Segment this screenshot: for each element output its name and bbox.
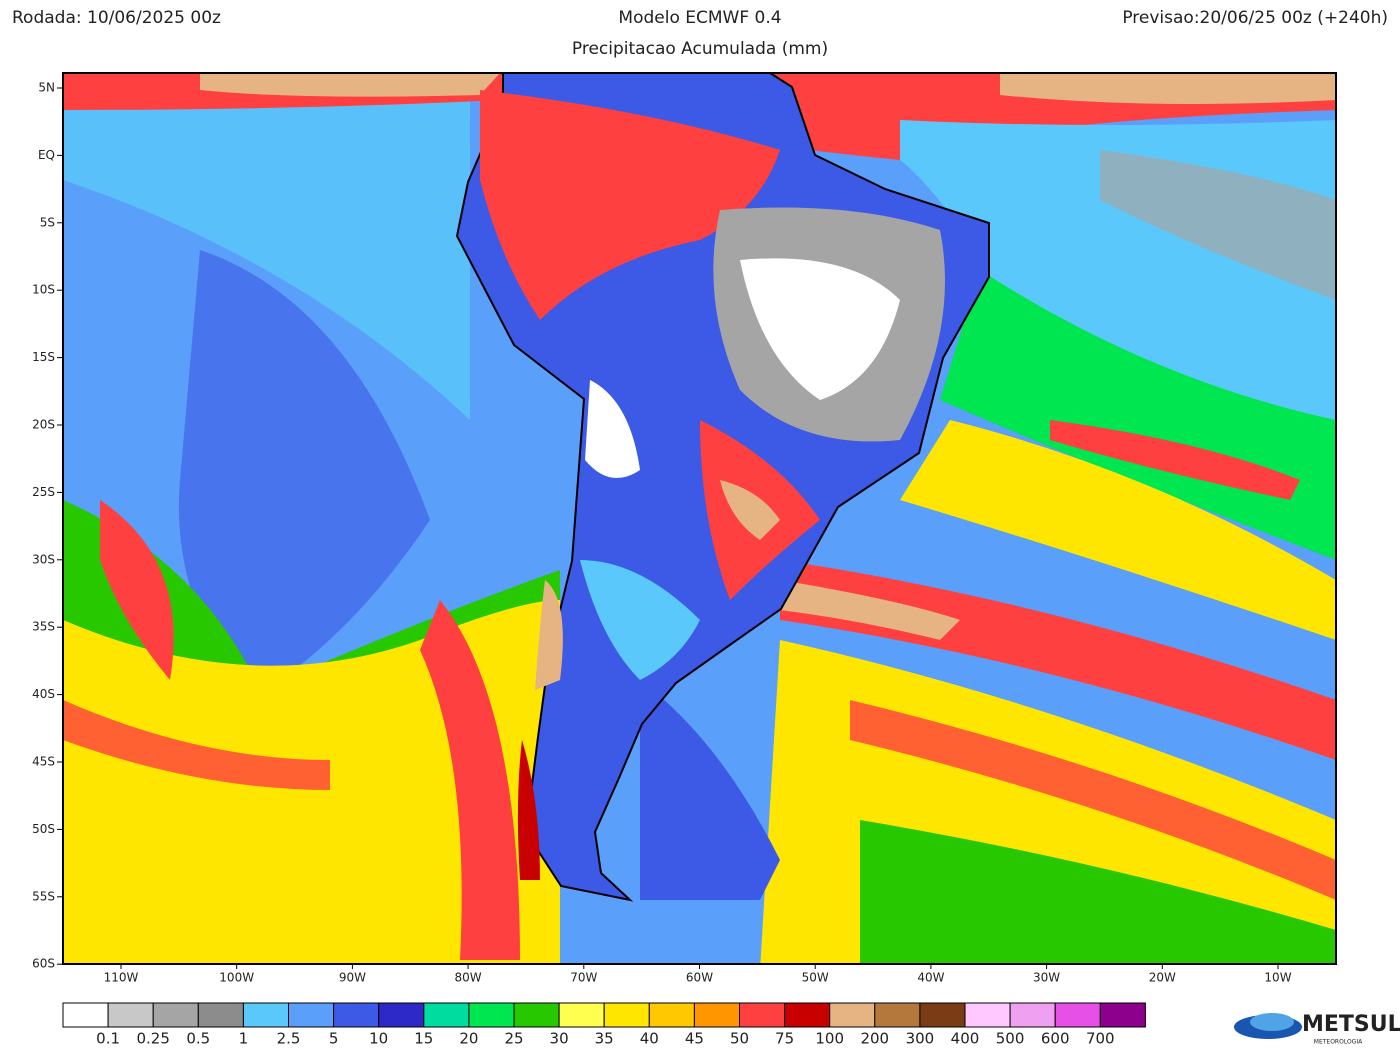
lat-label: 40S (32, 687, 55, 701)
colorbar-label: 300 (906, 1030, 935, 1048)
lat-label: 5N (38, 81, 55, 95)
lat-label: 35S (32, 620, 55, 634)
colorbar-box (468, 1002, 515, 1028)
colorbar-box (197, 1002, 244, 1028)
colorbar-box (558, 1002, 605, 1028)
colorbar-box (1054, 1002, 1101, 1028)
lon-label: 70W (570, 971, 597, 985)
colorbar-label: 40 (640, 1030, 659, 1048)
lat-label: 20S (32, 418, 55, 432)
lat-label: 50S (32, 822, 55, 836)
colorbar-box (242, 1002, 289, 1028)
colorbar-box (829, 1002, 876, 1028)
colorbar-label: 0.1 (96, 1030, 120, 1048)
colorbar-box (919, 1002, 966, 1028)
colorbar-label: 0.25 (136, 1030, 169, 1048)
model-name: Modelo ECMWF 0.4 (618, 8, 781, 28)
lon-label: 110W (104, 971, 139, 985)
map-field (63, 73, 1336, 964)
colorbar-box (964, 1002, 1011, 1028)
colorbar-box (513, 1002, 560, 1028)
lon-label: 80W (455, 971, 482, 985)
colorbar-label: 30 (550, 1030, 569, 1048)
colorbar-box (423, 1002, 470, 1028)
colorbar-label: 400 (951, 1030, 980, 1048)
lon-label: 100W (219, 971, 254, 985)
subtitle: Precipitacao Acumulada (mm) (572, 39, 828, 59)
colorbar-box (693, 1002, 741, 1028)
lat-label: 60S (32, 957, 55, 971)
colorbar-box (784, 1002, 831, 1028)
run-time: Rodada: 10/06/2025 00z (12, 8, 221, 28)
lat-label: 45S (32, 755, 55, 769)
colorbar-box (152, 1002, 199, 1028)
colorbar-box (739, 1002, 786, 1028)
colorbar-label: 45 (685, 1030, 704, 1048)
colorbar-label: 20 (459, 1030, 478, 1048)
lon-label: 30W (1033, 971, 1060, 985)
colorbar-box (333, 1002, 380, 1028)
logo-name: METSUL (1302, 1012, 1400, 1037)
lon-label: 10W (1264, 971, 1291, 985)
lat-label: 30S (32, 552, 55, 566)
colorbar-label: 600 (1041, 1030, 1070, 1048)
colorbar-box (1009, 1002, 1056, 1028)
lon-label: 20W (1149, 971, 1176, 985)
colorbar-box (603, 1002, 650, 1028)
colorbar-label: 100 (815, 1030, 844, 1048)
colorbar-box (107, 1002, 154, 1028)
colorbar-box (1099, 1002, 1146, 1028)
colorbar-label: 50 (730, 1030, 749, 1048)
colorbar-box (378, 1002, 425, 1028)
colorbar-label: 25 (504, 1030, 523, 1048)
colorbar-box (62, 1002, 109, 1028)
colorbar-label: 200 (860, 1030, 889, 1048)
colorbar-box (648, 1002, 695, 1028)
forecast-time: Previsao:20/06/25 00z (+240h) (1122, 8, 1388, 28)
colorbar-label: 0.5 (186, 1030, 210, 1048)
lon-label: 40W (917, 971, 944, 985)
colorbar-label: 2.5 (277, 1030, 301, 1048)
colorbar-box (874, 1002, 921, 1028)
logo: METSUL METEOROLOGIA (1234, 1012, 1400, 1046)
colorbar-label: 500 (996, 1030, 1025, 1048)
colorbar-label: 10 (369, 1030, 388, 1048)
lat-label: EQ (38, 148, 55, 162)
lat-label: 5S (40, 215, 55, 229)
lon-label: 50W (802, 971, 829, 985)
lat-label: 15S (32, 350, 55, 364)
lon-label: 60W (686, 971, 713, 985)
colorbar-label: 35 (595, 1030, 614, 1048)
colorbar-label: 5 (329, 1030, 339, 1048)
colorbar-label: 700 (1086, 1030, 1115, 1048)
lat-label: 10S (32, 283, 55, 297)
colorbar-label: 15 (414, 1030, 433, 1048)
lon-label: 90W (339, 971, 366, 985)
lat-label: 55S (32, 889, 55, 903)
colorbar-label: 75 (775, 1030, 794, 1048)
logo-tagline: METEOROLOGIA (1314, 1039, 1363, 1046)
lat-label: 25S (32, 485, 55, 499)
colorbar-box (288, 1002, 335, 1028)
colorbar-label: 1 (239, 1030, 249, 1048)
